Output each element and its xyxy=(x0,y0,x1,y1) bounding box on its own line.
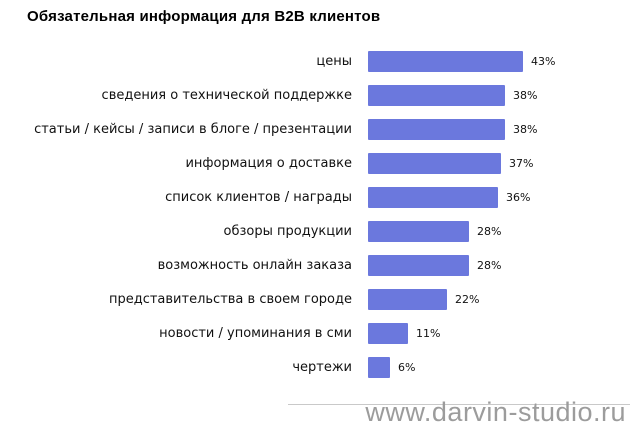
bar-value-label: 37% xyxy=(509,156,534,170)
bar-value-label: 11% xyxy=(416,326,441,340)
bar-label: представительства в своем городе xyxy=(108,291,352,307)
bar-row: список клиентов / награды 36% xyxy=(0,180,630,214)
watermark-line xyxy=(288,404,630,405)
bar-label: информация о доставке xyxy=(185,155,352,171)
bar-value-label: 28% xyxy=(477,224,502,238)
bar xyxy=(368,254,469,276)
bar-row: возможность онлайн заказа 28% xyxy=(0,248,630,282)
bar-row: представительства в своем городе 22% xyxy=(0,282,630,316)
bar-row: статьи / кейсы / записи в блоге / презен… xyxy=(0,112,630,146)
bar xyxy=(368,322,408,344)
bar-label: возможность онлайн заказа xyxy=(157,257,352,273)
bar-value-label: 43% xyxy=(531,54,556,68)
bar-value-label: 38% xyxy=(513,122,538,136)
bar-label: список клиентов / награды xyxy=(165,189,352,205)
bar-row: чертежи 6% xyxy=(0,350,630,384)
bar xyxy=(368,118,505,140)
bar-label: обзоры продукции xyxy=(223,223,352,239)
bar xyxy=(368,220,469,242)
bar-row: обзоры продукции 28% xyxy=(0,214,630,248)
bar-row: информация о доставке 37% xyxy=(0,146,630,180)
bar-value-label: 38% xyxy=(513,88,538,102)
bar-label: новости / упоминания в сми xyxy=(159,325,352,341)
bar-value-label: 6% xyxy=(398,360,416,374)
bar-label: цены xyxy=(316,53,352,69)
bar-label: статьи / кейсы / записи в блоге / презен… xyxy=(34,121,352,137)
chart-title: Обязательная информация для B2B клиентов xyxy=(27,8,381,25)
bar-label: чертежи xyxy=(292,359,352,375)
bar xyxy=(368,84,505,106)
bar-value-label: 36% xyxy=(506,190,531,204)
bar-row: сведения о технической поддержке 38% xyxy=(0,78,630,112)
bar-row: цены 43% xyxy=(0,44,630,78)
bar xyxy=(368,186,498,208)
bar-rows: цены 43% сведения о технической поддержке 3… xyxy=(0,44,630,384)
bar-row: новости / упоминания в сми 11% xyxy=(0,316,630,350)
watermark-text: www.darvin-studio.ru xyxy=(365,397,626,427)
bar xyxy=(368,288,447,310)
bar xyxy=(368,152,501,174)
bar-label: сведения о технической поддержке xyxy=(101,87,352,103)
bar-value-label: 22% xyxy=(455,292,480,306)
bar xyxy=(368,50,523,72)
bar-value-label: 28% xyxy=(477,258,502,272)
bar xyxy=(368,356,390,378)
